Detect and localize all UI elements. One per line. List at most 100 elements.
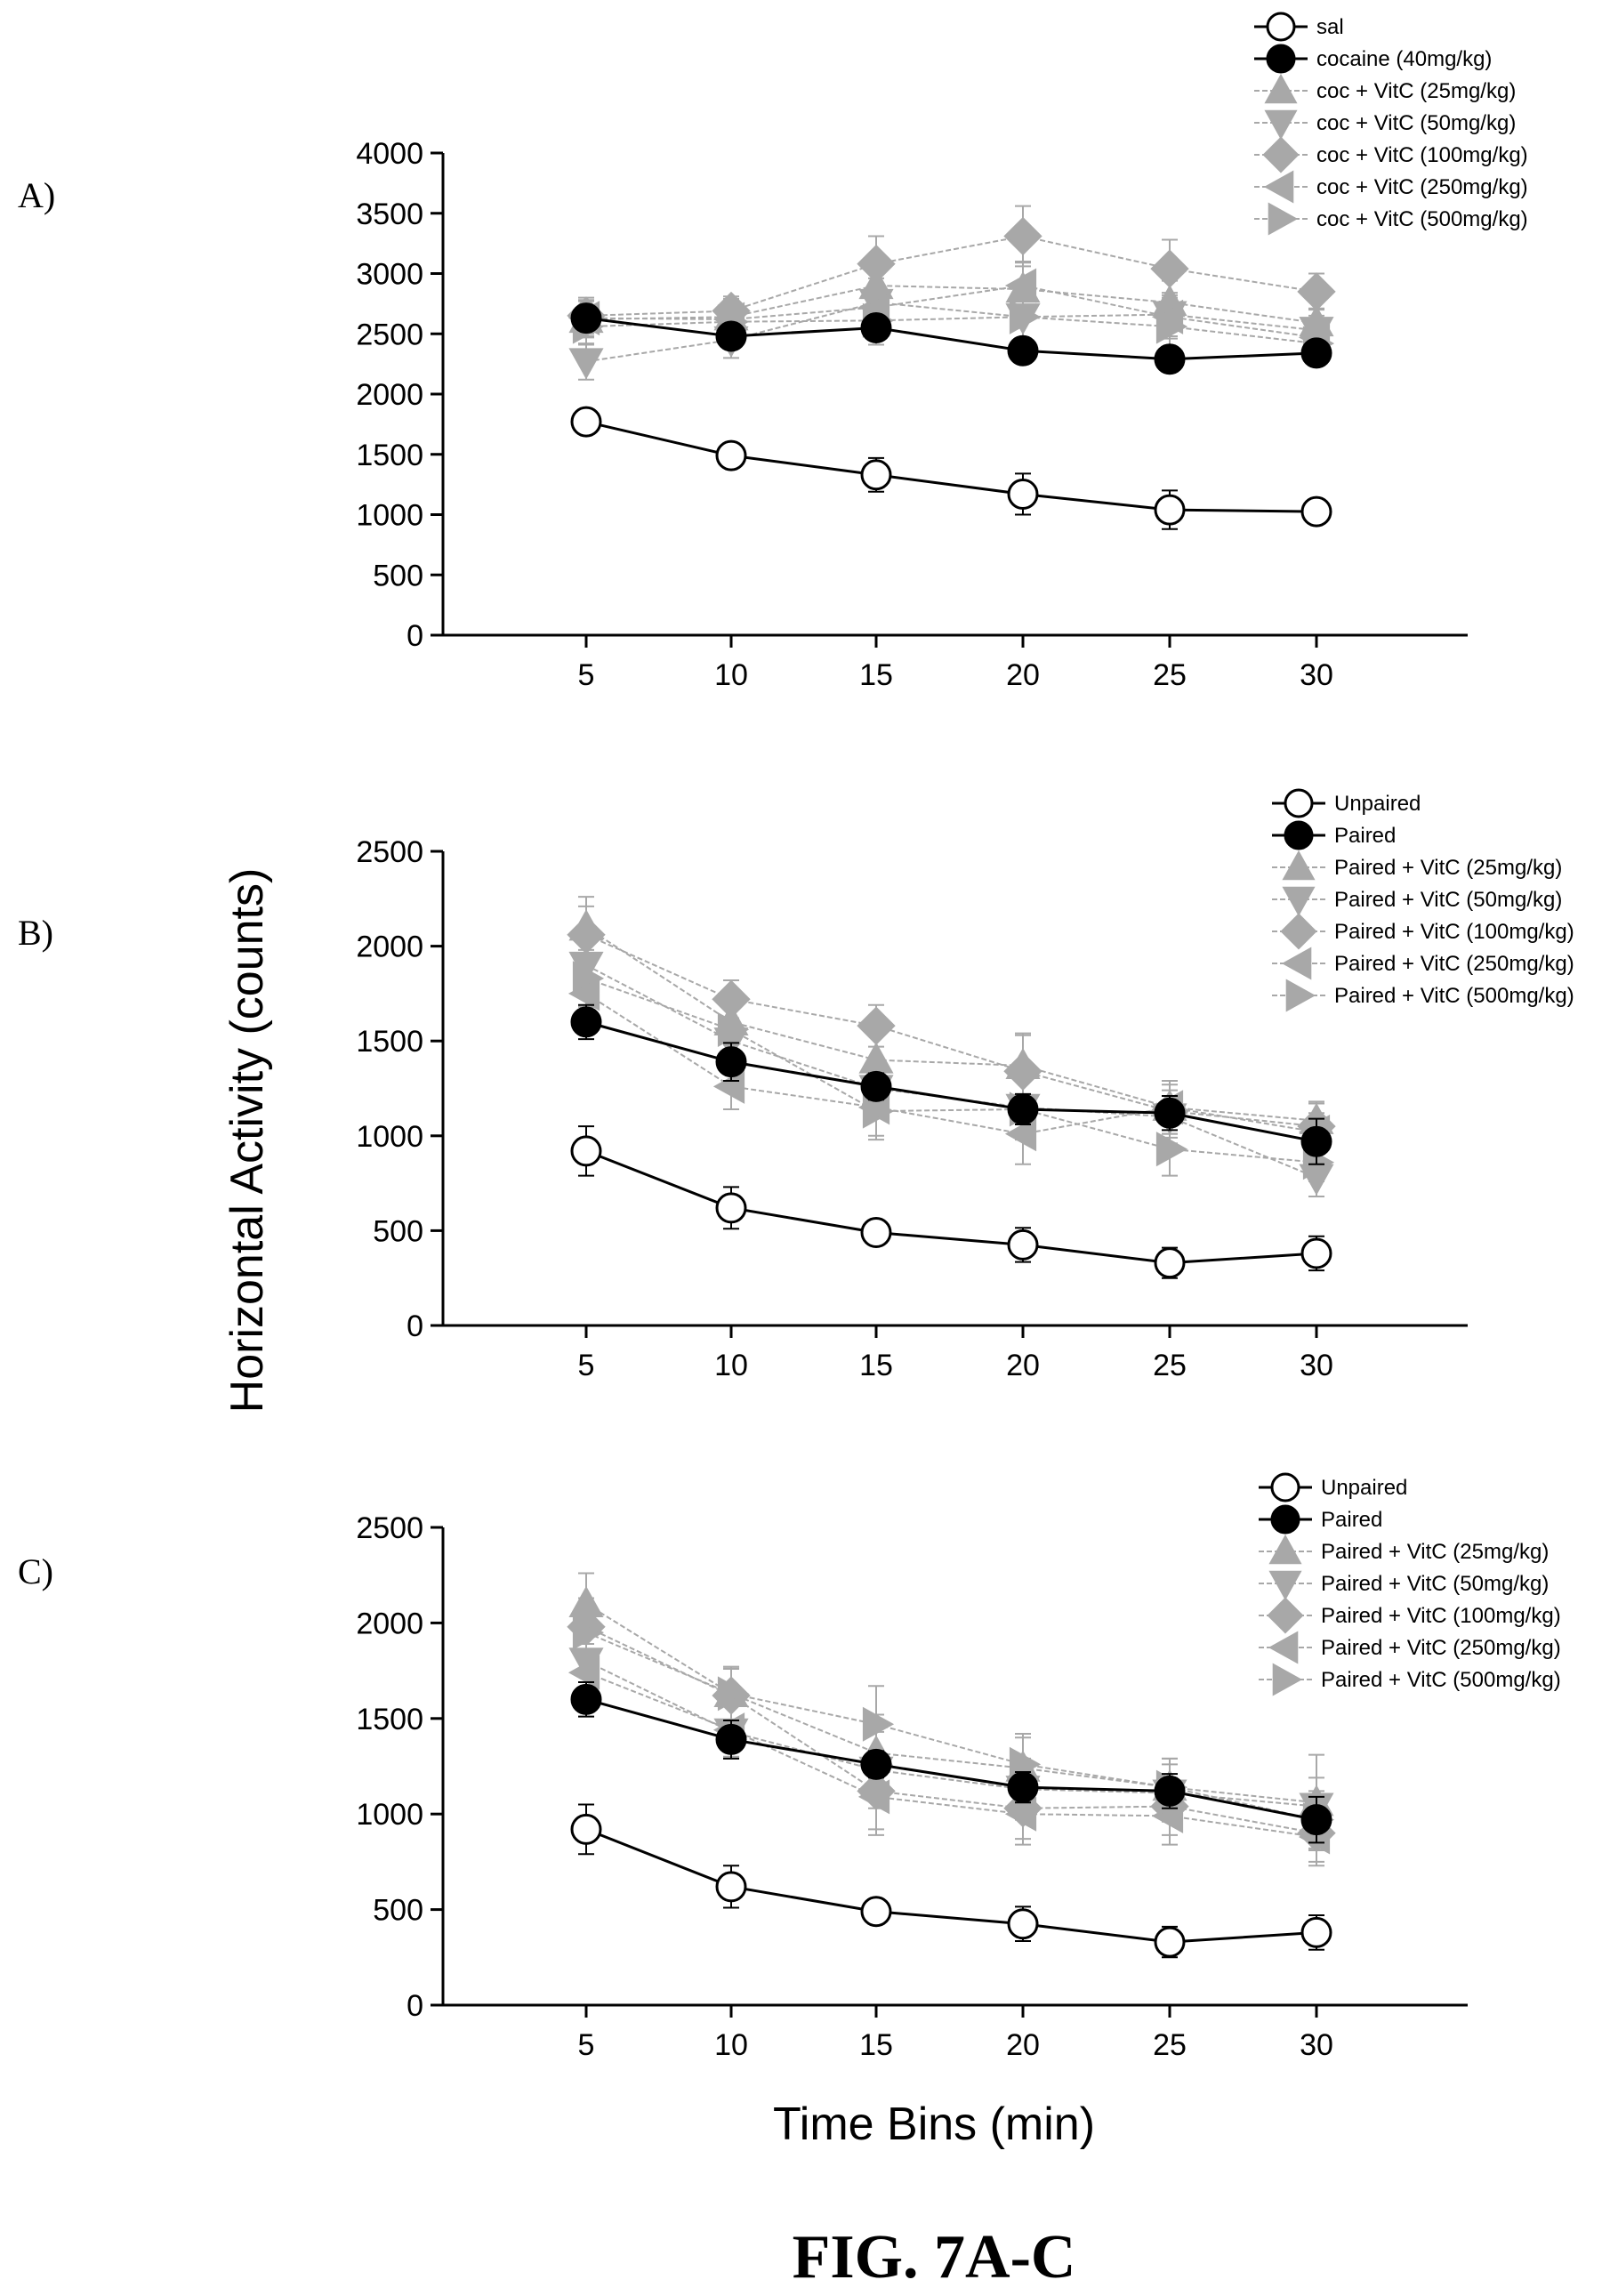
legend-marker — [1282, 850, 1316, 881]
data-point — [857, 1779, 890, 1815]
data-point — [1009, 299, 1042, 334]
series-line — [585, 1660, 1317, 1808]
legend-marker — [1264, 109, 1298, 141]
data-point — [570, 302, 602, 334]
y-tick-label: 2500 — [356, 1511, 423, 1545]
y-tick-label: 3000 — [356, 258, 423, 292]
data-point — [1300, 1804, 1332, 1836]
y-tick-label: 1500 — [356, 439, 423, 472]
data-point — [860, 459, 892, 491]
legend-marker — [1264, 73, 1298, 104]
x-tick-label: 30 — [1300, 658, 1333, 692]
x-tick-label: 25 — [1153, 1349, 1187, 1382]
series-2 — [570, 1003, 1332, 1165]
data-point — [1154, 1247, 1186, 1279]
series-line — [585, 1149, 1317, 1265]
x-tick-label: 25 — [1153, 658, 1187, 692]
legend-marker — [1280, 913, 1317, 950]
legend-label: Paired + VitC (50mg/kg) — [1321, 1572, 1549, 1596]
series-5 — [567, 205, 1336, 335]
x-tick-label: 30 — [1300, 1349, 1333, 1382]
series-line — [585, 993, 1317, 1135]
y-tick-label: 1000 — [356, 1120, 423, 1154]
legend-label: cocaine (40mg/kg) — [1316, 47, 1492, 71]
y-tick-label: 4000 — [356, 137, 423, 171]
series-6 — [568, 963, 1331, 1165]
series-line — [585, 933, 1317, 1128]
data-point — [570, 406, 602, 438]
data-point — [1007, 334, 1039, 367]
data-point — [1300, 337, 1332, 369]
data-point — [1004, 1116, 1037, 1152]
y-tick-label: 500 — [373, 1214, 423, 1248]
legend-marker — [1281, 947, 1312, 980]
data-point — [572, 961, 605, 996]
legend-marker — [1272, 1663, 1303, 1696]
chart-panel-3: C) 0 500 1000 1500 2000 2500 5 10 15 20 25 30 Unpaire… — [18, 1472, 1561, 2062]
legend-marker — [1266, 12, 1296, 42]
x-tick-label: 10 — [714, 2028, 748, 2062]
series-4 — [568, 935, 1334, 1198]
figure-title: FIG. 7A-C — [793, 2223, 1076, 2292]
data-point — [1300, 1237, 1332, 1269]
legend-label: Unpaired — [1334, 792, 1421, 816]
y-tick-label: 0 — [407, 619, 423, 653]
y-tick-label: 2500 — [356, 318, 423, 351]
legend-label: coc + VitC (25mg/kg) — [1316, 79, 1516, 103]
legend-marker — [1262, 136, 1300, 173]
legend-marker — [1267, 1597, 1304, 1634]
series-7 — [572, 292, 1335, 361]
y-tick-label: 1500 — [356, 1025, 423, 1059]
chart-panel-2: B) 0 500 1000 1500 2000 2500 5 10 15 20 25 30 Unpaire… — [18, 788, 1574, 1382]
x-tick-label: 20 — [1006, 658, 1040, 692]
series-1 — [570, 1125, 1332, 1279]
series-line — [585, 285, 1317, 339]
legend: Unpaired Paired Paired + VitC (25mg/kg) Pai… — [1259, 1472, 1561, 1696]
series-line — [585, 1672, 1317, 1838]
series-line — [585, 285, 1317, 325]
series-4 — [568, 1631, 1334, 1836]
legend-label: coc + VitC (50mg/kg) — [1316, 111, 1516, 135]
y-tick-label: 2000 — [356, 930, 423, 964]
series-line — [585, 1603, 1317, 1804]
legend-marker — [1285, 979, 1316, 1012]
legend-label: Paired + VitC (250mg/kg) — [1321, 1636, 1561, 1660]
legend-label: coc + VitC (100mg/kg) — [1316, 143, 1528, 167]
data-point — [1154, 343, 1186, 375]
data-point — [860, 311, 892, 343]
data-point — [1150, 249, 1189, 288]
legend-label: Paired — [1321, 1508, 1382, 1532]
series-2 — [570, 1680, 1332, 1844]
legend-label: Paired + VitC (500mg/kg) — [1334, 984, 1574, 1008]
series-line — [585, 1697, 1317, 1822]
data-point — [715, 1723, 747, 1755]
data-point — [1004, 1796, 1037, 1832]
data-point — [1297, 272, 1336, 311]
y-tick-label: 500 — [373, 1894, 423, 1928]
legend-label: Paired + VitC (25mg/kg) — [1321, 1540, 1549, 1564]
x-tick-label: 5 — [578, 658, 595, 692]
shared-x-axis-title: Time Bins (min) — [773, 2099, 1095, 2150]
y-tick-label: 2000 — [356, 378, 423, 412]
data-point — [857, 244, 896, 284]
y-tick-label: 0 — [407, 1989, 423, 2023]
series-line — [585, 316, 1317, 345]
data-point — [1007, 1771, 1039, 1803]
data-point — [860, 1748, 892, 1780]
x-tick-label: 15 — [859, 1349, 893, 1382]
legend-label: coc + VitC (250mg/kg) — [1316, 175, 1528, 199]
data-point — [715, 320, 747, 352]
data-point — [1154, 1775, 1186, 1807]
x-tick-label: 5 — [578, 2028, 595, 2062]
legend-label: Paired + VitC (500mg/kg) — [1321, 1668, 1561, 1692]
legend-marker — [1270, 1504, 1300, 1535]
y-tick-label: 500 — [373, 559, 423, 592]
y-tick-label: 1500 — [356, 1703, 423, 1736]
data-point — [715, 1046, 747, 1078]
x-tick-label: 10 — [714, 658, 748, 692]
data-point — [1154, 494, 1186, 526]
data-point — [1154, 1097, 1186, 1129]
data-point — [1003, 216, 1042, 256]
series-line — [585, 1631, 1317, 1821]
